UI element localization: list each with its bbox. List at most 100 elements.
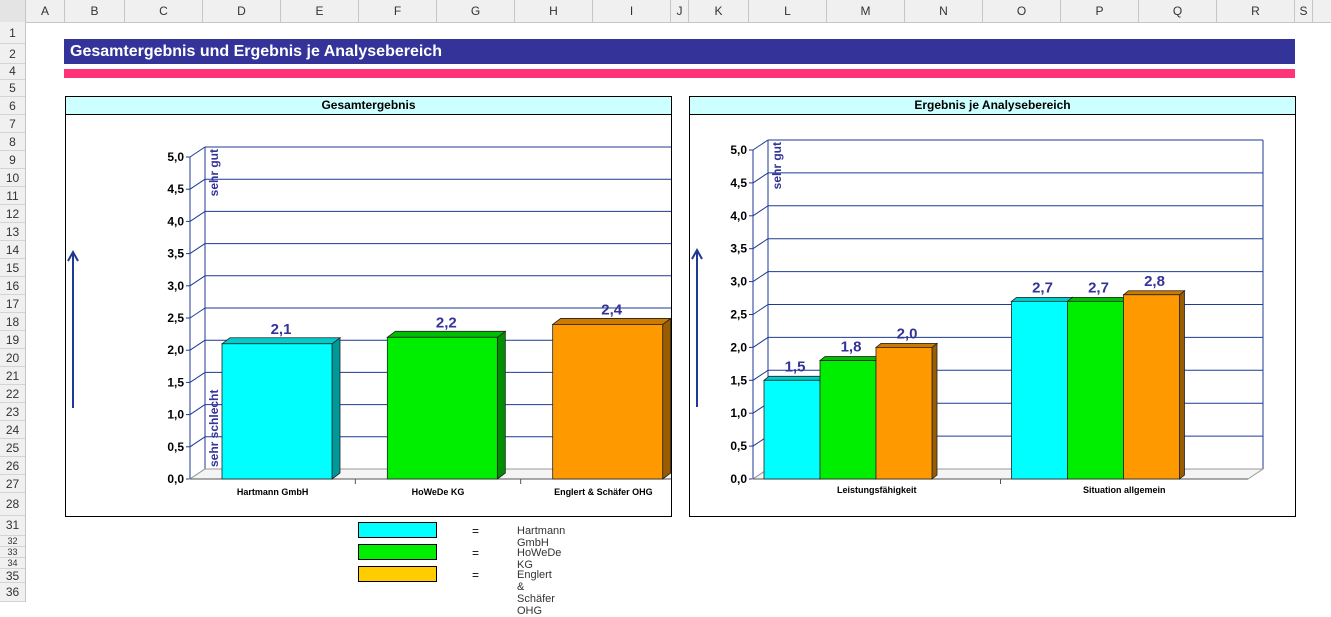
column-header-c[interactable]: C — [125, 0, 203, 22]
bar-hartmann-side — [331, 336, 341, 480]
row-header[interactable]: 12 — [0, 205, 25, 223]
bar-howede — [386, 336, 498, 480]
y-tick-label: 4,0 — [730, 209, 747, 223]
column-header-g[interactable]: G — [437, 0, 515, 22]
row-header[interactable]: 6 — [0, 97, 25, 115]
row-header[interactable]: 16 — [0, 277, 25, 295]
column-header-a[interactable]: A — [26, 0, 65, 22]
arrow-head-icon — [691, 247, 703, 260]
bar-howede-top — [386, 330, 507, 338]
row-header[interactable]: 10 — [0, 169, 25, 187]
row-header[interactable]: 1 — [0, 22, 25, 44]
row-header[interactable]: 7 — [0, 115, 25, 133]
column-header-p[interactable]: P — [1061, 0, 1139, 22]
x-tick-label: Leistungsfähigkeit — [837, 485, 917, 495]
data-label: 2,7 — [1088, 279, 1109, 296]
row-header[interactable]: 13 — [0, 223, 25, 241]
bar-englert-top — [1122, 290, 1186, 296]
column-header-h[interactable]: H — [515, 0, 593, 22]
gridline-side — [752, 205, 769, 217]
row-header[interactable]: 24 — [0, 421, 25, 439]
y-tick-label: 1,5 — [167, 375, 184, 389]
y-tick-label: 0,5 — [730, 439, 747, 453]
data-label: 1,8 — [841, 339, 862, 356]
legend-swatch-howede — [358, 544, 437, 560]
column-header-o[interactable]: O — [983, 0, 1061, 22]
column-header-m[interactable]: M — [827, 0, 905, 22]
column-header-q[interactable]: Q — [1139, 0, 1217, 22]
row-header[interactable]: 15 — [0, 259, 25, 277]
row-header[interactable]: 32 — [0, 536, 25, 547]
row-header[interactable]: 11 — [0, 187, 25, 205]
x-tick-label: Situation allgemein — [1083, 485, 1166, 495]
y-tick-label: 0,0 — [167, 472, 184, 486]
bar-englert-top — [874, 342, 939, 348]
column-header-l[interactable]: L — [749, 0, 827, 22]
row-header[interactable]: 26 — [0, 457, 25, 475]
y-tick-label: 4,5 — [167, 182, 184, 196]
y-tick-label: 3,0 — [167, 279, 184, 293]
row-header[interactable]: 2 — [0, 44, 25, 64]
row-header[interactable]: 20 — [0, 349, 25, 367]
y-tick-label: 1,5 — [730, 373, 747, 387]
row-header[interactable]: 22 — [0, 385, 25, 403]
column-header-n[interactable]: N — [905, 0, 983, 22]
row-header[interactable]: 14 — [0, 241, 25, 259]
y-tick-label: 2,0 — [167, 343, 184, 357]
y-tick-label: 1,0 — [730, 406, 747, 420]
row-header[interactable]: 19 — [0, 331, 25, 349]
column-header-d[interactable]: D — [203, 0, 281, 22]
gridline-side — [189, 178, 206, 190]
bar-englert-side — [662, 317, 671, 480]
column-header-s[interactable]: S — [1295, 0, 1313, 22]
y-tick-label: 5,0 — [167, 150, 184, 164]
legend-swatch-englert — [358, 566, 437, 582]
select-all-corner[interactable] — [0, 0, 26, 22]
column-header-r[interactable]: R — [1217, 0, 1295, 22]
row-header[interactable]: 8 — [0, 133, 25, 151]
x-tick-label: Englert & Schäfer OHG — [554, 487, 653, 497]
y-label-bottom: sehr schlecht — [207, 390, 221, 467]
column-header-f[interactable]: F — [359, 0, 437, 22]
y-tick-label: 4,0 — [167, 214, 184, 228]
y-tick-label: 0,0 — [730, 472, 747, 486]
legend-equals: = — [472, 568, 480, 582]
row-header[interactable]: 21 — [0, 367, 25, 385]
column-header-e[interactable]: E — [281, 0, 359, 22]
row-header[interactable]: 31 — [0, 516, 25, 536]
row-header[interactable]: 35 — [0, 569, 25, 583]
row-header[interactable]: 17 — [0, 295, 25, 313]
bar-hartmann-top — [1010, 296, 1074, 302]
row-header[interactable]: 34 — [0, 558, 25, 569]
gridline-side — [752, 304, 769, 315]
column-header-b[interactable]: B — [65, 0, 125, 22]
legend-label-howede: HoWeDe KG — [517, 547, 562, 571]
row-header[interactable]: 5 — [0, 80, 25, 97]
row-header[interactable]: 33 — [0, 547, 25, 558]
y-tick-label: 0,5 — [167, 440, 184, 454]
row-header[interactable]: 28 — [0, 493, 25, 516]
bar-howede — [1067, 300, 1124, 480]
bar-englert-top — [551, 318, 671, 325]
bar-hartmann — [1011, 300, 1068, 480]
row-header[interactable]: 9 — [0, 151, 25, 169]
gridline-side — [189, 307, 206, 319]
column-header-i[interactable]: I — [593, 0, 671, 22]
row-header[interactable]: 27 — [0, 475, 25, 493]
arrow-head-icon — [67, 249, 79, 262]
gridline-side — [189, 339, 206, 351]
chart-panel-gesamtergebnis[interactable]: Gesamtergebnis 0,0 0,5 1,0 1,5 2,0 2,5 3,0 3,5 4… — [65, 96, 672, 517]
row-header[interactable]: 25 — [0, 439, 25, 457]
column-header-j[interactable]: J — [671, 0, 689, 22]
row-header[interactable]: 36 — [0, 583, 25, 602]
gridline-side — [752, 238, 769, 250]
chart-panel-analysebereich[interactable]: Ergebnis je Analysebereich 0,0 0,5 1,0 1,5 2… — [689, 96, 1296, 517]
column-header-k[interactable]: K — [689, 0, 749, 22]
data-label: 1,5 — [785, 358, 806, 375]
chart-title: Gesamtergebnis — [66, 97, 671, 115]
data-label: 2,1 — [271, 321, 292, 338]
row-header[interactable]: 18 — [0, 313, 25, 331]
legend-equals: = — [472, 524, 480, 538]
row-header[interactable]: 23 — [0, 403, 25, 421]
row-header[interactable]: 4 — [0, 64, 25, 80]
